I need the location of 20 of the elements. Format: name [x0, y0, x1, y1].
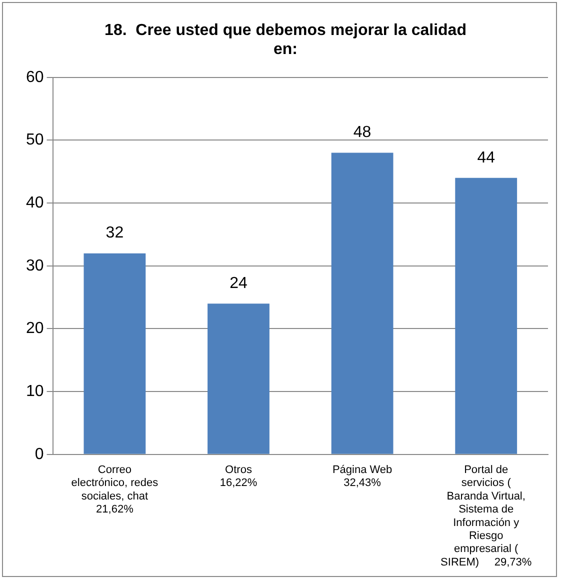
x-tick-label: Otros 16,22% [220, 464, 258, 490]
x-tick-label: Correo electrónico, redes sociales, chat 21,62% [71, 464, 159, 516]
y-tick-label: 50 [26, 132, 44, 149]
data-label: 44 [477, 149, 496, 166]
y-tick-label: 10 [26, 382, 44, 400]
bar [331, 152, 394, 454]
x-tick-label: Portal de servicios ( Baranda Virtual, Sistema de Información y Riesgo empresarial ( SIREM) 29,73% [440, 464, 532, 568]
bar [208, 304, 270, 454]
y-tick-label: 0 [34, 446, 44, 463]
bar [84, 253, 146, 454]
x-tick-label: Página Web 32,43% [332, 464, 392, 490]
data-label: 48 [353, 124, 372, 142]
data-label: 32 [106, 224, 124, 242]
y-tick-label: 30 [26, 257, 44, 274]
bar [455, 178, 518, 454]
y-tick-label: 60 [26, 68, 44, 86]
data-label: 24 [230, 275, 248, 292]
y-tick-label: 40 [26, 194, 44, 212]
y-tick-label: 20 [26, 320, 44, 338]
chart-title: 18. Cree usted que debemos mejorar la calidad en: [104, 22, 466, 58]
